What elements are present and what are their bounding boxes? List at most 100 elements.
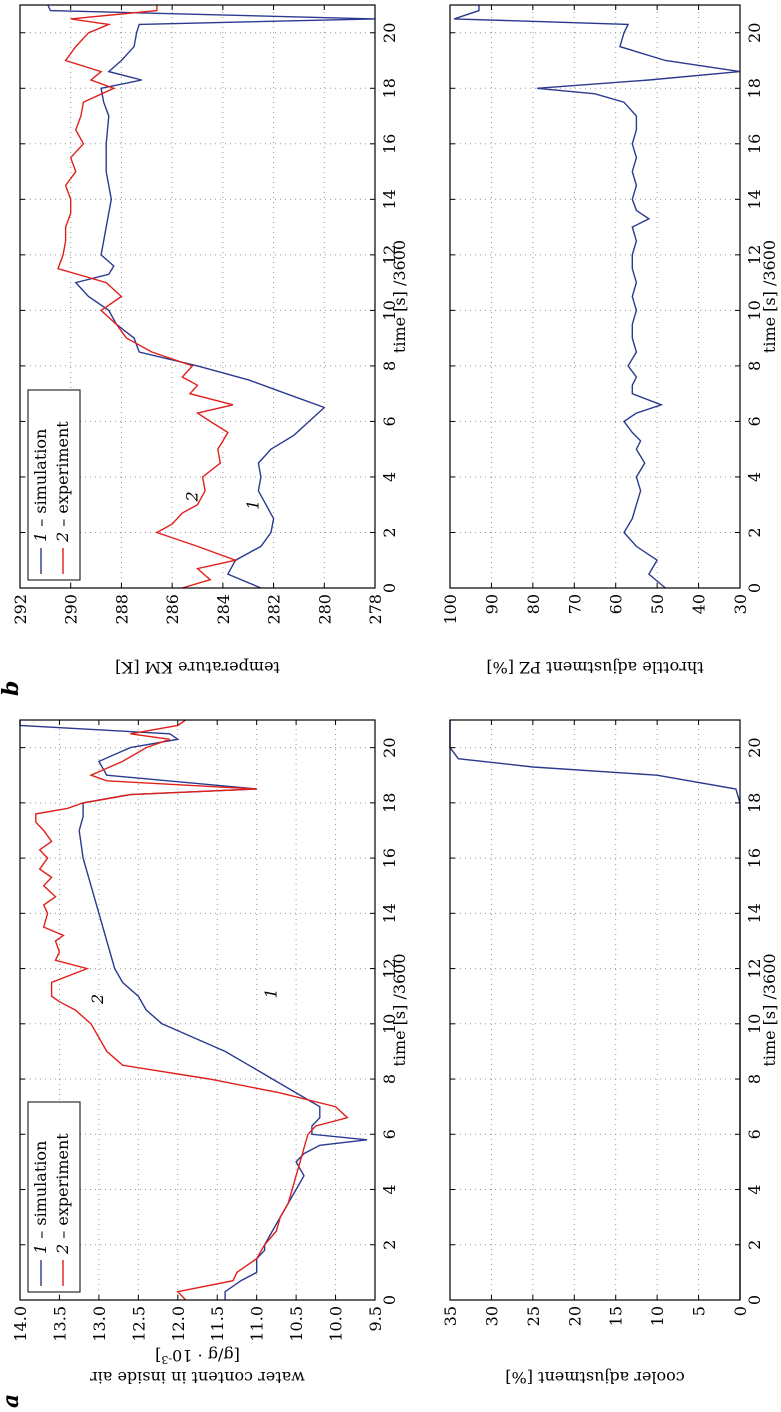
x-tick-label: 12 <box>380 958 399 978</box>
x-tick-label: 8 <box>380 361 399 371</box>
x-axis-label: time [s] /3600 <box>390 953 409 1066</box>
x-tick-label: 14 <box>745 903 764 923</box>
y-axis-label: throttle adjustment PZ [%] <box>486 658 703 677</box>
y-unit-bracket: ] <box>155 1346 161 1365</box>
y-tick-label: 80 <box>524 594 543 614</box>
y-tick-label: 10.0 <box>327 1306 346 1342</box>
series-line-1 <box>453 5 741 589</box>
y-tick-label: 280 <box>315 594 334 625</box>
y-tick-label: 10 <box>648 1306 667 1326</box>
x-tick-label: 20 <box>745 737 764 757</box>
legend-number: 2 <box>53 532 72 543</box>
legend-box <box>27 389 81 581</box>
plot-frame <box>449 719 741 1301</box>
y-axis-unit-label: [g/g · 10-3] <box>155 1346 240 1366</box>
y-tick-label: 70 <box>565 594 584 614</box>
x-tick-label: 18 <box>380 793 399 813</box>
y-tick-label: 100 <box>441 594 460 625</box>
x-tick-label: 8 <box>380 1074 399 1084</box>
x-tick-label: 10 <box>380 1014 399 1034</box>
x-tick-label: 10 <box>745 300 764 320</box>
y-tick-label: 35 <box>441 1306 460 1326</box>
series-line-1 <box>449 720 741 1300</box>
panel-b-lower: 0 2 4 6 8 10 12 14 16 18 20 30 40 50 60 70 80 90 100 time [… <box>441 4 779 677</box>
x-tick-label: 4 <box>745 472 764 482</box>
x-tick-label: 2 <box>745 1240 764 1250</box>
x-tick-label: 20 <box>380 737 399 757</box>
y-axis-label: cooler adjustment [%] <box>505 1368 684 1387</box>
x-tick-label: 14 <box>380 903 399 923</box>
x-tick-label: 6 <box>745 1129 764 1139</box>
y-tick-label: 0 <box>731 1306 750 1316</box>
y-tick-label: 60 <box>607 594 626 614</box>
x-tick-label: 10 <box>380 300 399 320</box>
y-tick-label: 13.5 <box>50 1306 69 1342</box>
x-tick-label: 18 <box>745 78 764 98</box>
x-tick-label: 16 <box>745 848 764 868</box>
curve-label-2: 2 <box>88 994 107 1005</box>
legend-number: 1 <box>31 532 50 542</box>
x-tick-label: 18 <box>380 78 399 98</box>
panel-a: 024681012141618209.510.010.511.011.512.0… <box>11 719 409 1387</box>
y-tick-label: 290 <box>62 594 81 625</box>
y-tick-label: 30 <box>731 594 750 614</box>
x-tick-label: 0 <box>380 1295 399 1305</box>
panel-a-lower: 0 2 4 6 8 10 12 14 16 18 20 0 5 10 15 20 25 30 35 time [s] … <box>441 719 779 1387</box>
x-tick-label: 0 <box>745 1295 764 1305</box>
legend-number: 2 <box>53 1244 72 1255</box>
x-axis-label: time [s] /3600 <box>760 953 779 1066</box>
legend-number: 1 <box>31 1244 50 1254</box>
x-tick-label: 4 <box>380 472 399 482</box>
panel-b: 0246810121416182027828028228428628829029… <box>11 4 409 677</box>
legend-entry-1: 1 – simulation <box>31 429 50 542</box>
legend-entry-2: 2 – experiment <box>53 1133 72 1255</box>
panel-letter-a: a <box>0 1394 24 1408</box>
y-tick-label: 13.0 <box>90 1306 109 1342</box>
y-tick-label: 278 <box>366 594 385 625</box>
x-tick-label: 20 <box>380 23 399 43</box>
x-tick-label: 0 <box>380 583 399 593</box>
legend-text: – simulation <box>31 1141 50 1244</box>
y-tick-label: 30 <box>482 1306 501 1326</box>
legend-text: – experiment <box>53 421 72 532</box>
x-axis-label: time [s] /3600 <box>760 240 779 353</box>
x-tick-label: 4 <box>745 1184 764 1194</box>
y-tick-label: 50 <box>648 594 667 614</box>
legend-box <box>27 1101 81 1293</box>
x-tick-label: 14 <box>745 189 764 209</box>
x-tick-label: 20 <box>745 23 764 43</box>
y-tick-label: 15 <box>607 1306 626 1326</box>
series-line-1 <box>47 4 376 589</box>
y-tick-label: 286 <box>163 594 182 625</box>
x-tick-label: 2 <box>745 527 764 537</box>
x-tick-label: 8 <box>745 1074 764 1084</box>
series-line-2 <box>35 719 349 1301</box>
x-tick-label: 16 <box>380 848 399 868</box>
x-tick-label: 2 <box>380 527 399 537</box>
y-tick-label: 9.5 <box>366 1306 385 1331</box>
grid-lines <box>449 5 741 589</box>
legend-entry-2: 2 – experiment <box>53 421 72 543</box>
x-tick-label: 4 <box>380 1184 399 1194</box>
series-line-2 <box>57 5 239 589</box>
x-tick-label: 8 <box>745 361 764 371</box>
y-tick-label: 282 <box>265 594 284 625</box>
y-tick-label: 12.5 <box>129 1306 148 1342</box>
y-tick-label: 25 <box>524 1306 543 1326</box>
panel-letter-b: b <box>0 681 24 696</box>
y-axis-label: temperature KM [K] <box>115 658 280 677</box>
x-tick-label: 12 <box>745 958 764 978</box>
curve-label-2: 2 <box>183 491 202 502</box>
y-tick-label: 292 <box>11 594 30 625</box>
x-tick-label: 18 <box>745 793 764 813</box>
legend-entry-1: 1 – simulation <box>31 1141 50 1254</box>
x-tick-label: 16 <box>745 134 764 154</box>
x-tick-label: 0 <box>745 583 764 593</box>
grid-lines <box>449 720 741 1301</box>
y-tick-label: 40 <box>690 594 709 614</box>
curve-label-1: 1 <box>261 988 280 998</box>
